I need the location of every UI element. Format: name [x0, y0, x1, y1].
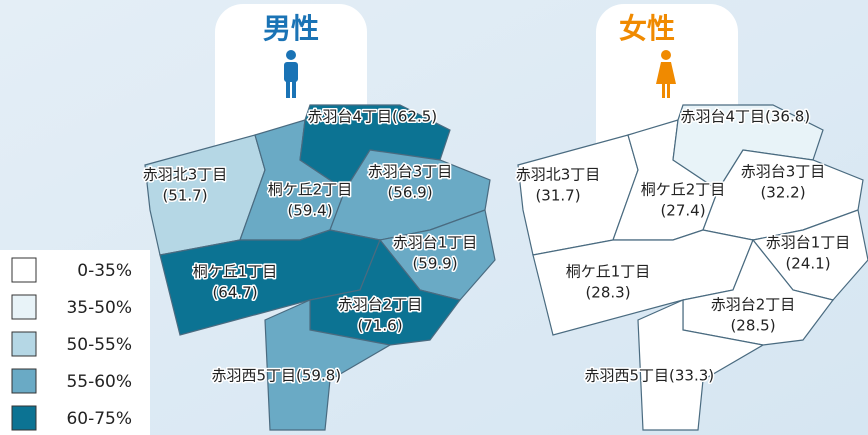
- map: 赤羽北3丁目 (31.7) 桐ケ丘2丁目 (27.4) 赤羽台4丁目 (36.8) 赤羽台3…: [514, 104, 868, 431]
- region-name: 桐ケ丘2丁目: [641, 181, 726, 199]
- legend-swatch: [11, 331, 37, 357]
- region-name: 桐ケ丘2丁目: [268, 181, 353, 199]
- region-name: 桐ケ丘1丁目: [566, 263, 651, 281]
- region-value: (59.9): [412, 255, 457, 273]
- region-value: (71.6): [357, 317, 402, 335]
- region-value: (27.4): [660, 202, 705, 220]
- legend-swatch: [11, 405, 37, 431]
- region: [637, 299, 765, 431]
- male-icon: [284, 50, 298, 98]
- region-name: 赤羽西5丁目: [584, 367, 669, 385]
- female-icon: [656, 50, 676, 98]
- legend-label: 55-60%: [66, 372, 132, 392]
- region-value: (59.8): [296, 367, 341, 385]
- region-value: (24.1): [785, 255, 830, 273]
- legend-label: 0-35%: [77, 261, 132, 281]
- region-value: (33.3): [669, 367, 714, 385]
- legend: 0-35% 35-50% 50-55% 55-60% 60-75%: [0, 250, 150, 435]
- region-name: 赤羽台4丁目: [307, 108, 392, 126]
- region-name: 赤羽台2丁目: [711, 296, 796, 314]
- legend-label: 50-55%: [66, 335, 132, 355]
- region-value: (62.5): [392, 108, 437, 126]
- map: 赤羽北3丁目 (51.7) 桐ケ丘2丁目 (59.4) 赤羽台4丁目 (62.5) 赤羽台3…: [141, 104, 496, 431]
- region-value: (59.4): [287, 202, 332, 220]
- legend-swatch: [11, 368, 37, 394]
- region-name: 赤羽台3丁目: [368, 163, 453, 181]
- region-name: 桐ケ丘1丁目: [193, 263, 278, 281]
- female-title: 女性: [619, 12, 675, 45]
- region-name: 赤羽西5丁目: [211, 367, 296, 385]
- region: [264, 299, 392, 431]
- region-name: 赤羽台1丁目: [766, 234, 851, 252]
- region-value: (64.7): [212, 284, 257, 302]
- region-name: 赤羽台4丁目: [680, 108, 765, 126]
- legend-label: 60-75%: [66, 409, 132, 429]
- legend-swatch: [11, 294, 37, 320]
- region-value: (36.8): [765, 108, 810, 126]
- legend-swatch: [11, 257, 37, 283]
- region-value: (32.2): [760, 184, 805, 202]
- region-value: (28.5): [730, 317, 775, 335]
- male-title: 男性: [263, 12, 319, 45]
- region-name: 赤羽北3丁目: [516, 166, 601, 184]
- region-name: 赤羽台1丁目: [393, 234, 478, 252]
- region-name: 赤羽北3丁目: [143, 166, 228, 184]
- region-name: 赤羽台2丁目: [338, 296, 423, 314]
- region-value: (56.9): [387, 184, 432, 202]
- region-name: 赤羽台3丁目: [741, 163, 826, 181]
- region-value: (31.7): [535, 187, 580, 205]
- region-value: (28.3): [585, 284, 630, 302]
- legend-label: 35-50%: [66, 298, 132, 318]
- region-value: (51.7): [162, 187, 207, 205]
